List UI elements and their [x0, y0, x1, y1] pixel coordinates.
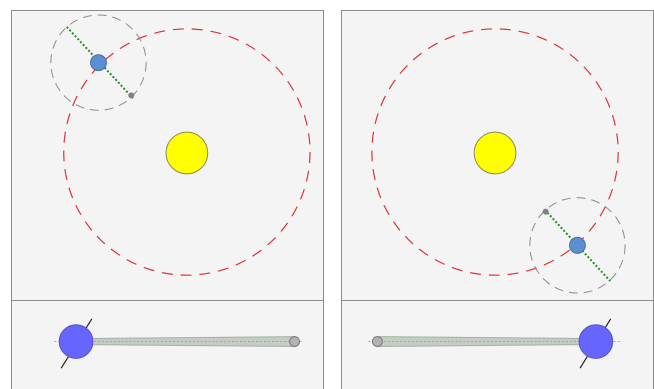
- top-view-panel-left: [11, 10, 324, 301]
- top-view-right-canvas: [371, 28, 626, 294]
- planet-icon: [58, 324, 94, 359]
- side-view-panel-left: [11, 300, 324, 389]
- moon-icon: [128, 92, 135, 99]
- side-view-panel-right: [341, 300, 654, 389]
- planet-icon: [569, 236, 586, 254]
- top-view-panel-right: [341, 10, 654, 301]
- moon-icon: [371, 336, 383, 347]
- planet-icon: [90, 54, 107, 72]
- moon-orbit-path: [50, 14, 147, 111]
- moon-icon: [542, 208, 549, 215]
- sun-icon: [473, 131, 517, 175]
- moon-orbit-path: [529, 197, 626, 294]
- sun-icon: [165, 131, 209, 175]
- top-view-left-canvas: [50, 14, 311, 276]
- moon-icon: [289, 336, 300, 347]
- earth-orbit-path: [371, 28, 619, 276]
- side-view-right-canvas: [368, 318, 620, 369]
- planet-icon: [578, 324, 614, 359]
- side-view-left-canvas: [54, 318, 304, 369]
- earth-orbit-path: [63, 28, 311, 276]
